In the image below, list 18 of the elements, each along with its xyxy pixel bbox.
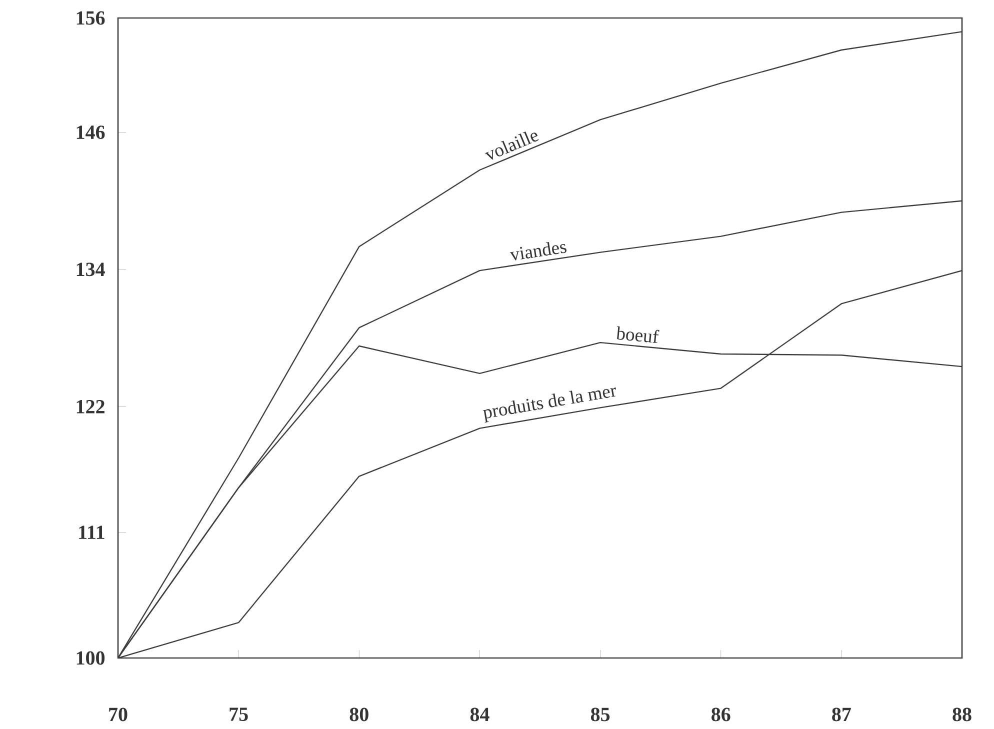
x-tick-label: 80 — [350, 708, 368, 722]
y-tick-label: 122 — [76, 400, 104, 414]
y-tick-label: 111 — [79, 526, 104, 539]
x-tick-label: 70 — [109, 708, 128, 722]
text: boeuf — [616, 326, 660, 344]
y-tick-label: 146 — [76, 126, 105, 139]
x-tick-label: 75 — [230, 708, 248, 721]
y-tick-label: 156 — [76, 11, 105, 25]
text: volaille — [484, 132, 539, 160]
x-tick-label: 88 — [952, 708, 972, 722]
x-tick-label: 85 — [590, 708, 610, 722]
x-tick-label: 86 — [712, 708, 730, 722]
x-tick-label: 84 — [470, 708, 490, 722]
x-tick-label: 87 — [832, 708, 851, 722]
y-tick-label: 134 — [76, 262, 105, 276]
y-tick-label: 100 — [76, 651, 105, 665]
text: produits de la mer — [482, 387, 616, 423]
text: viandes — [510, 242, 566, 260]
